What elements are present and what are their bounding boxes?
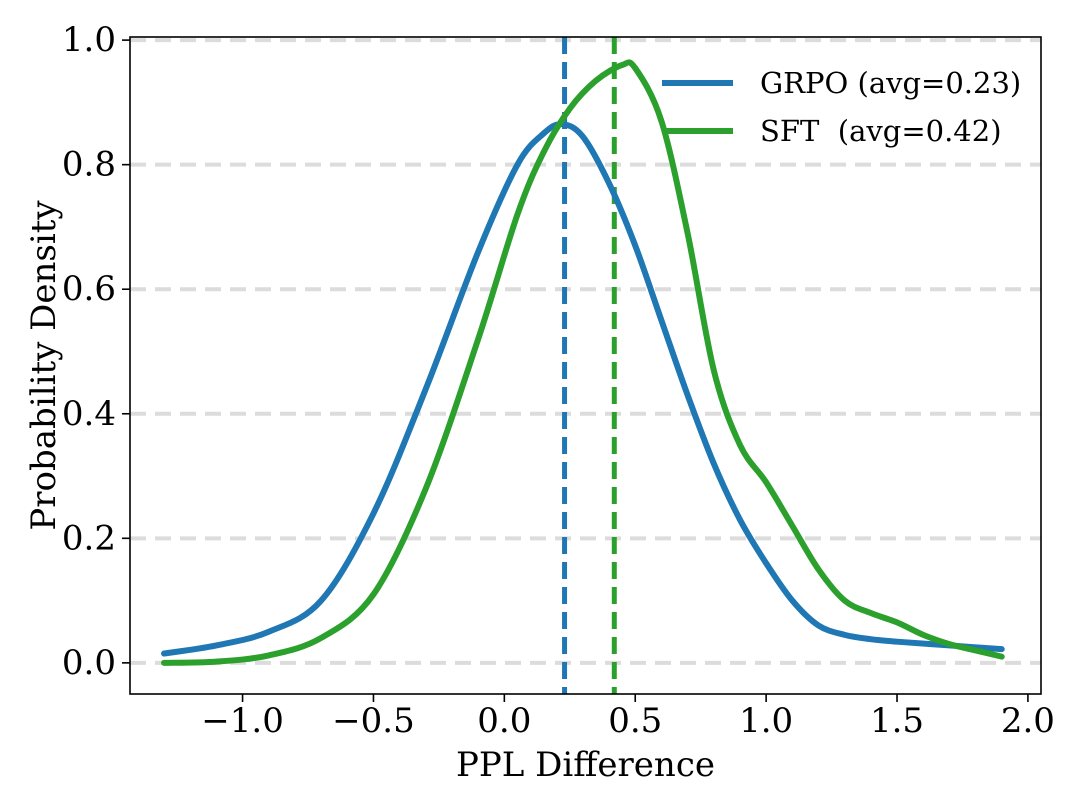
x-tick-label: 2.0 — [1001, 701, 1055, 741]
y-tick-label: 0.0 — [62, 643, 116, 683]
average-lines — [562, 37, 617, 694]
x-tick-label: 1.5 — [870, 701, 924, 741]
series-lines — [161, 59, 1005, 666]
y-tick-label: 0.8 — [62, 145, 116, 185]
legend-label-sft: SFT (avg=0.42) — [760, 114, 1002, 148]
series-line-grpo — [161, 121, 1005, 657]
x-tick-label: −1.0 — [201, 701, 284, 741]
y-tick-label: 1.0 — [62, 20, 116, 60]
y-tick-label: 0.6 — [62, 269, 116, 309]
x-axis-label: PPL Difference — [456, 745, 715, 785]
legend: GRPO (avg=0.23) SFT (avg=0.42) — [662, 66, 1021, 148]
plot-frame — [129, 36, 1042, 695]
y-tick-label: 0.4 — [62, 394, 116, 434]
y-axis-label: Probability Density — [24, 200, 64, 531]
y-tick-label: 0.2 — [62, 518, 116, 558]
axis-ticks: 0.0 0.2 0.4 0.6 0.8 1.0 −1.0 −0.5 0.0 0.5 1.0 1.5 2.… — [62, 20, 1055, 741]
x-tick-label: −0.5 — [332, 701, 415, 741]
x-tick-label: 0.0 — [477, 701, 531, 741]
x-tick-label: 0.5 — [608, 701, 662, 741]
grid-lines — [130, 38, 1041, 665]
legend-label-grpo: GRPO (avg=0.23) — [760, 66, 1021, 100]
x-tick-label: 1.0 — [739, 701, 793, 741]
series-line-sft — [161, 59, 1005, 666]
